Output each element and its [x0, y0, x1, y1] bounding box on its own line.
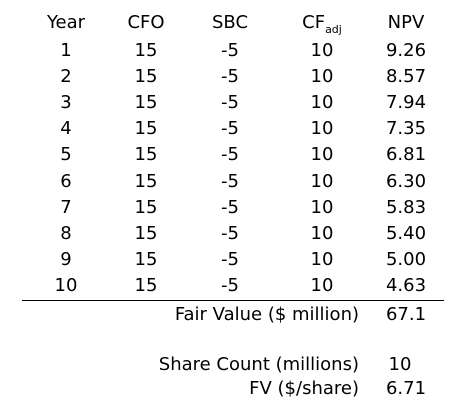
cell-cfo: 15 — [134, 274, 158, 296]
cell-cfo: 15 — [134, 222, 158, 244]
cell-year: 1 — [60, 40, 72, 61]
cell-cf-adj: 10 — [310, 170, 334, 192]
fv-per-share-label: FV ($/share) — [249, 378, 359, 399]
cell-cf-adj: 10 — [310, 144, 334, 166]
header-cf-subscript: adj — [325, 23, 342, 36]
cell-cfo: 15 — [134, 92, 158, 114]
cell-cfo: 15 — [134, 196, 158, 218]
cell-year: 8 — [60, 222, 72, 244]
cell-cfo: 15 — [134, 40, 158, 61]
header-cf-main: CF — [302, 12, 326, 33]
cell-sbc: -5 — [221, 274, 239, 296]
cell-npv: 6.81 — [385, 144, 427, 166]
cell-year: 4 — [60, 118, 72, 140]
header-cfo: CFO — [127, 12, 165, 33]
cell-cfo: 15 — [134, 144, 158, 166]
cell-year: 10 — [54, 274, 78, 296]
total-divider — [22, 300, 444, 301]
cell-cf-adj: 10 — [310, 196, 334, 218]
cell-sbc: -5 — [221, 92, 239, 114]
header-year: Year — [46, 12, 86, 33]
cell-sbc: -5 — [221, 118, 239, 140]
cell-sbc: -5 — [221, 144, 239, 166]
cell-npv: 8.57 — [385, 66, 427, 88]
cell-cf-adj: 10 — [310, 40, 334, 61]
cell-cfo: 15 — [134, 248, 158, 270]
cell-sbc: -5 — [221, 40, 239, 61]
cell-cf-adj: 10 — [310, 222, 334, 244]
cell-sbc: -5 — [221, 222, 239, 244]
share-count-label: Share Count (millions) — [158, 354, 359, 375]
cell-npv: 9.26 — [385, 40, 427, 61]
cell-cf-adj: 10 — [310, 92, 334, 114]
cell-npv: 7.35 — [385, 118, 427, 140]
cell-npv: 5.83 — [385, 196, 427, 218]
cell-cfo: 15 — [134, 66, 158, 88]
fv-per-share-value: 6.71 — [385, 378, 427, 399]
cell-year: 9 — [60, 248, 72, 270]
fair-value-value: 67.1 — [385, 304, 427, 325]
cell-year: 7 — [60, 196, 72, 218]
cell-npv: 6.30 — [385, 170, 427, 192]
cell-sbc: -5 — [221, 196, 239, 218]
cell-sbc: -5 — [221, 170, 239, 192]
cell-cf-adj: 10 — [310, 248, 334, 270]
share-count-value: 10 — [388, 354, 412, 375]
fair-value-label: Fair Value ($ million) — [174, 304, 359, 325]
cell-npv: 5.00 — [385, 248, 427, 270]
cell-cf-adj: 10 — [310, 274, 334, 296]
cell-npv: 5.40 — [385, 222, 427, 244]
cell-cfo: 15 — [134, 118, 158, 140]
cell-cfo: 15 — [134, 170, 158, 192]
header-cf-adj: CFadj — [302, 12, 342, 36]
cell-year: 6 — [60, 170, 72, 192]
cell-npv: 7.94 — [385, 92, 427, 114]
cell-sbc: -5 — [221, 248, 239, 270]
cell-year: 3 — [60, 92, 72, 114]
cell-cf-adj: 10 — [310, 118, 334, 140]
header-npv: NPV — [387, 12, 425, 33]
cell-npv: 4.63 — [385, 274, 427, 296]
cell-year: 5 — [60, 144, 72, 166]
cell-sbc: -5 — [221, 66, 239, 88]
header-sbc: SBC — [211, 12, 249, 33]
cell-cf-adj: 10 — [310, 66, 334, 88]
cell-year: 2 — [60, 66, 72, 88]
